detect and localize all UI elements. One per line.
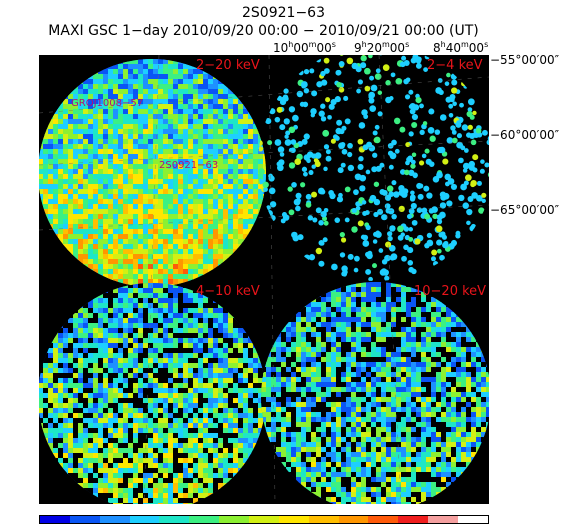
color-scale-segment [249,516,279,523]
ra-tick-label: 8h40m00s [433,40,489,55]
panel-band-label: 10−20 keV [414,284,487,299]
color-scale-segment [129,516,160,523]
observation-title: MAXI GSC 1−day 2010/09/20 00:00 − 2010/0… [48,23,479,39]
sky-panel [261,282,489,504]
source-label: GROJ1008−57 [71,98,144,109]
color-scale-segment [428,516,459,523]
ra-tick-label: 9h20m00s [354,40,410,55]
color-scale-segment [368,516,399,523]
color-scale-segment [458,516,488,523]
sky-image-canvas [39,55,489,504]
panel-band-label: 4−10 keV [196,284,260,299]
dec-tick-label: −55°00′00″ [490,53,560,67]
color-scale-segment [308,516,339,523]
panel-band-label: 2−4 keV [427,58,483,73]
color-scale-segment [189,516,220,523]
ra-tick-label: 10h00m00s [273,40,336,55]
color-scale-segment [338,516,369,523]
sky-panel [258,55,489,281]
sky-panel [39,283,266,504]
sky-panel [39,59,266,287]
color-scale-segment [278,516,309,523]
dec-tick-label: −60°00′00″ [490,128,560,142]
color-scale-bar [39,515,489,524]
dec-tick-label: −65°00′00″ [490,203,560,217]
color-scale-segment [159,516,190,523]
color-scale-segment [99,516,130,523]
panel-band-label: 2−20 keV [196,58,260,73]
color-scale-segment [219,516,250,523]
color-scale-segment [40,516,70,523]
source-name-title: 2S0921−63 [242,5,325,21]
sky-image-grid: 2−20 keV GROJ1008−57 2S0921−63 2−4 keV 4… [39,55,489,504]
color-scale-segment [398,516,429,523]
source-label: 2S0921−63 [159,160,219,171]
color-scale-segment [69,516,100,523]
